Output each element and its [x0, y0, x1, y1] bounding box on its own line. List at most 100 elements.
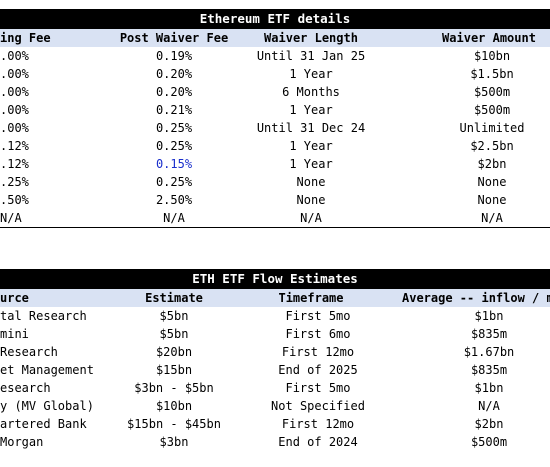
col-header-source: urce — [0, 291, 29, 305]
cell-timeframe: Not Specified — [271, 399, 365, 413]
cell-estimate: $15bn - $45bn — [127, 417, 221, 431]
cell-average-inflow: $500m — [470, 435, 508, 449]
cell-estimate: $5bn — [159, 309, 189, 323]
cell-waiver-length: None — [296, 193, 326, 207]
table-row: tal Research $5bn First 5mo $1bn — [0, 307, 550, 325]
cell-post-waiver-fee: N/A — [163, 211, 185, 225]
table-row: .00% 0.19% Until 31 Jan 25 $10bn — [0, 47, 550, 65]
table-row: .12% 0.15% 1 Year $2bn — [0, 155, 550, 173]
cell-timeframe: First 6mo — [285, 327, 351, 341]
cell-waiver-amount: Unlimited — [459, 121, 525, 135]
cell-source: y (MV Global) — [0, 399, 94, 413]
cell-waiver-length: 1 Year — [289, 103, 333, 117]
cell-fee: .00% — [0, 103, 29, 117]
table-title: ETH ETF Flow Estimates — [0, 269, 550, 289]
col-header-average-inflow: Average -- inflow / mo — [402, 291, 550, 305]
cell-average-inflow: $1.67bn — [463, 345, 515, 359]
cell-fee: .00% — [0, 49, 29, 63]
table-header: urce Estimate Timeframe Average -- inflo… — [0, 289, 550, 307]
col-header-fee: ing Fee — [0, 31, 51, 45]
cell-post-waiver-fee: 0.19% — [155, 49, 193, 63]
table-row: N/A N/A N/A N/A — [0, 209, 550, 227]
cell-source: artered Bank — [0, 417, 87, 431]
cell-waiver-length: 1 Year — [289, 157, 333, 171]
cell-timeframe: First 12mo — [281, 417, 355, 431]
table-row: artered Bank $15bn - $45bn First 12mo $2bn — [0, 415, 550, 433]
cell-post-waiver-fee: 2.50% — [155, 193, 193, 207]
table-row: .00% 0.21% 1 Year $500m — [0, 101, 550, 119]
cell-estimate: $20bn — [155, 345, 193, 359]
cell-source: Research — [0, 345, 58, 359]
table-row: et Management $15bn End of 2025 $835m — [0, 361, 550, 379]
cell-waiver-amount: None — [477, 175, 507, 189]
cell-waiver-length: 1 Year — [289, 139, 333, 153]
cell-waiver-amount: $500m — [473, 103, 511, 117]
cell-fee: .25% — [0, 175, 29, 189]
table-header: ing Fee Post Waiver Fee Waiver Length Wa… — [0, 29, 550, 47]
cell-timeframe: End of 2025 — [278, 363, 358, 377]
table-row: esearch $3bn - $5bn First 5mo $1bn — [0, 379, 550, 397]
table-title: Ethereum ETF details — [0, 9, 550, 29]
cell-waiver-amount: $2bn — [477, 157, 507, 171]
table-row: Morgan $3bn End of 2024 $500m — [0, 433, 550, 451]
cell-fee: .50% — [0, 193, 29, 207]
table-row: .50% 2.50% None None — [0, 191, 550, 209]
cell-source: tal Research — [0, 309, 87, 323]
cell-post-waiver-fee: 0.21% — [155, 103, 193, 117]
cell-post-waiver-fee: 0.25% — [155, 175, 193, 189]
cell-fee: .12% — [0, 157, 29, 171]
cell-waiver-amount: $500m — [473, 85, 511, 99]
cell-waiver-length: N/A — [300, 211, 322, 225]
table-row: .00% 0.20% 1 Year $1.5bn — [0, 65, 550, 83]
cell-estimate: $3bn — [159, 435, 189, 449]
etf-details-table: Ethereum ETF details ing Fee Post Waiver… — [0, 9, 550, 228]
cell-estimate: $15bn — [155, 363, 193, 377]
cell-estimate: $5bn — [159, 327, 189, 341]
flow-estimates-table: ETH ETF Flow Estimates urce Estimate Tim… — [0, 269, 550, 451]
cell-source: Morgan — [0, 435, 44, 449]
cell-post-waiver-fee: 0.20% — [155, 67, 193, 81]
cell-post-waiver-fee: 0.15% — [155, 157, 193, 171]
cell-fee: .00% — [0, 85, 29, 99]
table-row: .00% 0.25% Until 31 Dec 24 Unlimited — [0, 119, 550, 137]
col-header-estimate: Estimate — [145, 291, 203, 305]
cell-waiver-amount: $1.5bn — [470, 67, 514, 81]
cell-waiver-length: Until 31 Dec 24 — [256, 121, 366, 135]
cell-estimate: $3bn - $5bn — [134, 381, 214, 395]
cell-waiver-length: Until 31 Jan 25 — [256, 49, 366, 63]
cell-source: esearch — [0, 381, 51, 395]
cell-waiver-amount: None — [477, 193, 507, 207]
cell-timeframe: First 5mo — [285, 381, 351, 395]
cell-average-inflow: $835m — [470, 363, 508, 377]
cell-source: et Management — [0, 363, 94, 377]
col-header-waiver-length: Waiver Length — [264, 31, 358, 45]
cell-post-waiver-fee: 0.25% — [155, 139, 193, 153]
cell-waiver-length: 1 Year — [289, 67, 333, 81]
table-row: .25% 0.25% None None — [0, 173, 550, 191]
cell-waiver-amount: $10bn — [473, 49, 511, 63]
cell-timeframe: End of 2024 — [278, 435, 358, 449]
table-row: .00% 0.20% 6 Months $500m — [0, 83, 550, 101]
cell-estimate: $10bn — [155, 399, 193, 413]
table-row: .12% 0.25% 1 Year $2.5bn — [0, 137, 550, 155]
table-bottom-rule — [0, 227, 550, 228]
cell-timeframe: First 5mo — [285, 309, 351, 323]
col-header-waiver-amount: Waiver Amount — [442, 31, 536, 45]
table-row: y (MV Global) $10bn Not Specified N/A — [0, 397, 550, 415]
cell-fee: .00% — [0, 67, 29, 81]
cell-average-inflow: $2bn — [474, 417, 504, 431]
table-row: mini $5bn First 6mo $835m — [0, 325, 550, 343]
cell-average-inflow: $1bn — [474, 381, 504, 395]
cell-waiver-length: 6 Months — [282, 85, 340, 99]
cell-fee: N/A — [0, 211, 22, 225]
cell-waiver-length: None — [296, 175, 326, 189]
cell-fee: .00% — [0, 121, 29, 135]
cell-waiver-amount: $2.5bn — [470, 139, 514, 153]
col-header-timeframe: Timeframe — [278, 291, 344, 305]
cell-post-waiver-fee: 0.25% — [155, 121, 193, 135]
table-row: Research $20bn First 12mo $1.67bn — [0, 343, 550, 361]
cell-average-inflow: $835m — [470, 327, 508, 341]
cell-waiver-amount: N/A — [481, 211, 503, 225]
cell-source: mini — [0, 327, 29, 341]
cell-timeframe: First 12mo — [281, 345, 355, 359]
